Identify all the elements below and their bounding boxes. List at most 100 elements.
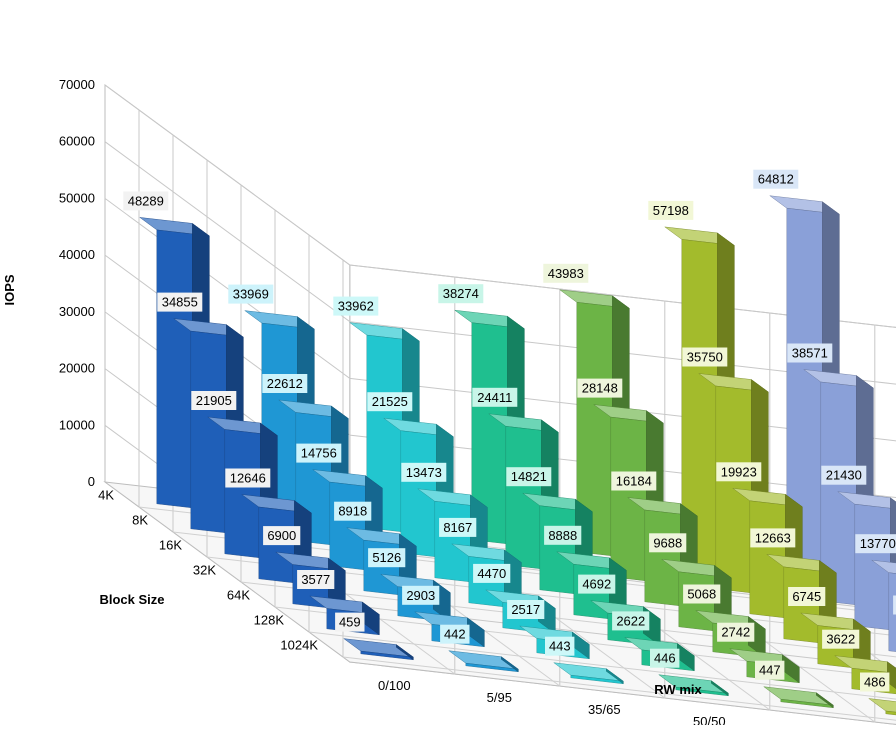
svg-text:2903: 2903 (406, 588, 435, 603)
data-label: 21525 (367, 392, 413, 412)
svg-text:459: 459 (339, 615, 361, 630)
gridline (104, 84, 896, 328)
data-label: 459 (335, 612, 365, 632)
data-label: 8888 (544, 525, 582, 545)
z-tick-label: 64K (227, 588, 250, 603)
z-tick-label: 1024K (280, 638, 318, 653)
data-label: 9688 (649, 533, 687, 553)
svg-text:5068: 5068 (687, 587, 716, 602)
svg-text:24411: 24411 (477, 390, 512, 405)
bar (553, 662, 625, 685)
data-label: 486 (860, 672, 890, 692)
bar (868, 698, 896, 716)
svg-text:28148: 28148 (582, 381, 618, 396)
svg-text:8167: 8167 (443, 520, 472, 535)
z-tick-label: 4K (98, 488, 114, 503)
svg-text:33969: 33969 (233, 287, 269, 302)
data-label: 43983 (543, 263, 589, 283)
svg-text:38571: 38571 (792, 346, 828, 361)
data-label: 446 (650, 648, 680, 668)
data-label: 16184 (611, 471, 657, 491)
svg-text:5126: 5126 (372, 550, 401, 565)
svg-text:486: 486 (864, 675, 886, 690)
data-label: 22612 (262, 374, 308, 393)
svg-text:8888: 8888 (548, 528, 577, 543)
svg-text:2742: 2742 (721, 625, 750, 640)
svg-text:4470: 4470 (477, 566, 506, 581)
bar (448, 650, 520, 673)
z-tick-label: 32K (193, 563, 216, 578)
svg-text:14756: 14756 (301, 446, 337, 461)
svg-text:446: 446 (654, 651, 676, 666)
data-label: 57198 (648, 200, 694, 220)
svg-text:19923: 19923 (721, 464, 757, 479)
x-tick-label: 35/65 (588, 702, 621, 717)
data-label: 443 (545, 636, 575, 656)
data-label: 12646 (225, 468, 271, 488)
svg-text:443: 443 (549, 639, 571, 654)
z-tick-label: 128K (254, 613, 285, 628)
gridline (308, 631, 896, 700)
y-tick-label: 30000 (59, 304, 95, 319)
svg-text:38274: 38274 (443, 286, 479, 301)
data-label: 21905 (191, 391, 237, 410)
svg-text:2622: 2622 (616, 613, 645, 628)
chart-bars: 48289 33969 33962 38274 43983 57198 64812 34855… (123, 169, 896, 716)
svg-text:2517: 2517 (511, 602, 540, 617)
svg-text:34855: 34855 (162, 295, 198, 310)
data-label: 12663 (750, 528, 796, 548)
y-tick-label: 40000 (59, 247, 95, 262)
svg-text:64812: 64812 (758, 172, 794, 187)
data-label: 2903 (402, 585, 440, 605)
data-label: 8918 (334, 501, 372, 521)
z-tick-label: 16K (159, 538, 182, 553)
svg-text:48289: 48289 (128, 193, 164, 208)
data-label: 14821 (506, 467, 552, 487)
svg-text:16184: 16184 (616, 474, 652, 489)
svg-text:33962: 33962 (338, 299, 374, 314)
z-tick-label: 8K (132, 513, 148, 528)
z-axis-label: Block Size (99, 592, 164, 607)
svg-text:6745: 6745 (792, 589, 821, 604)
gridline (342, 656, 896, 721)
svg-text:13473: 13473 (406, 465, 442, 480)
svg-text:21525: 21525 (372, 394, 408, 409)
svg-text:8918: 8918 (338, 504, 367, 519)
y-tick-label: 0 (88, 474, 95, 489)
data-label: 34855 (157, 292, 203, 312)
data-label: 4692 (578, 574, 616, 594)
svg-text:447: 447 (759, 663, 781, 678)
bar (343, 638, 415, 661)
svg-text:21905: 21905 (196, 393, 232, 408)
data-label: 35750 (682, 347, 728, 367)
y-axis-label: IOPS (2, 274, 17, 305)
svg-text:12646: 12646 (230, 471, 266, 486)
data-label: 5068 (683, 584, 721, 604)
data-label: 38571 (787, 343, 833, 363)
data-label: 6900 (263, 526, 301, 546)
svg-text:9688: 9688 (653, 535, 682, 550)
data-label: 13770 (855, 534, 896, 554)
data-label: 2742 (717, 622, 755, 642)
x-tick-label: 5/95 (487, 690, 512, 705)
data-label: 3622 (822, 629, 860, 649)
data-label: 447 (755, 660, 785, 680)
data-label: 442 (440, 624, 470, 644)
data-label: 19923 (716, 462, 762, 482)
bar (763, 686, 835, 709)
data-label: 2517 (507, 600, 545, 619)
svg-text:13770: 13770 (860, 536, 896, 551)
data-label: 13473 (401, 462, 447, 482)
chart-ticks: 0 10000 20000 30000 40000 50000 60000 70000 4K 8K… (59, 77, 831, 730)
x-tick-label: 0/100 (378, 678, 411, 693)
svg-text:14821: 14821 (511, 469, 547, 484)
data-label: 7354 (893, 595, 896, 615)
data-label: 48289 (123, 191, 169, 211)
data-label: 4470 (473, 563, 511, 583)
data-label: 21430 (821, 465, 867, 485)
svg-text:35750: 35750 (687, 350, 723, 365)
data-label: 8167 (439, 517, 477, 537)
svg-text:12663: 12663 (755, 530, 791, 545)
svg-text:22612: 22612 (267, 376, 303, 391)
